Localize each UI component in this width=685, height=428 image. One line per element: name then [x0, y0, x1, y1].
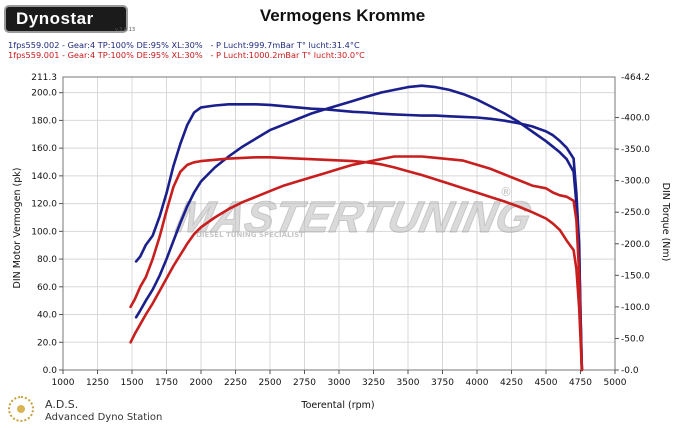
- y-tick-label: 160.0: [31, 144, 57, 154]
- y-tick-label: 0.0: [43, 366, 58, 376]
- watermark-tagline: DIESEL TUNING SPECIALIST: [196, 231, 304, 239]
- y-axis-label: DIN Motor Vermogen (pk): [12, 168, 23, 289]
- run-info-2: 1fps559.001 - Gear:4 TP:100% DE:95% XL:3…: [8, 50, 365, 60]
- x-tick-label: 4250: [500, 378, 523, 388]
- x-tick-label: 4000: [466, 378, 489, 388]
- y-tick-label: 40.0: [37, 311, 57, 321]
- y-top-label: 211.3: [31, 73, 57, 83]
- y2-tick-label: -100.0: [621, 303, 650, 313]
- y2-axis-label: DIN Torque (Nm): [660, 183, 671, 262]
- chart-title: Vermogens Kromme: [259, 6, 426, 25]
- run-info-1: 1fps559.002 - Gear:4 TP:100% DE:95% XL:3…: [8, 40, 360, 50]
- y-tick-label: 180.0: [31, 116, 57, 126]
- tick-labels: 1000 1250 1500 1750 2000 2250 2500 2750 3000 3250…: [31, 73, 650, 388]
- ads-subtitle: Advanced Dyno Station: [45, 412, 163, 423]
- run1-torque-line: [134, 103, 584, 372]
- y2-top-label: -464.2: [621, 73, 650, 83]
- ads-footer: A.D.S. Advanced Dyno Station: [8, 396, 208, 426]
- x-tick-label: 1250: [86, 378, 109, 388]
- ads-icon: [8, 396, 34, 422]
- y-tick-label: 100.0: [31, 227, 57, 237]
- x-axis-label: Toerental (rpm): [300, 400, 374, 411]
- x-tick-label: 2000: [190, 378, 213, 388]
- x-tick-label: 3750: [431, 378, 454, 388]
- x-tick-label: 2250: [224, 378, 247, 388]
- y-tick-label: 20.0: [37, 338, 57, 348]
- y2-tick-label: -300.0: [621, 177, 650, 187]
- x-tick-label: 1000: [52, 378, 75, 388]
- y-tick-label: 80.0: [37, 255, 57, 265]
- y2-tick-label: -0.0: [621, 366, 639, 376]
- watermark-main: MASTERTUNING: [172, 193, 536, 241]
- mastertuning-watermark: MASTERTUNING ® DIESEL TUNING SPECIALIST: [171, 185, 536, 242]
- y2-tick-label: -50.0: [621, 334, 645, 344]
- x-tick-label: 4500: [535, 378, 558, 388]
- y2-tick-label: -400.0: [621, 114, 650, 124]
- x-tick-label: 3000: [328, 378, 351, 388]
- y2-tick-label: -350.0: [621, 145, 650, 155]
- x-tick-label: 5000: [604, 378, 627, 388]
- x-tick-label: 2750: [293, 378, 316, 388]
- y2-tick-label: -150.0: [621, 271, 650, 281]
- run1-power-line: [134, 84, 584, 372]
- logo-text: Dynostar: [16, 9, 94, 28]
- y-tick-label: 200.0: [31, 89, 57, 99]
- x-tick-label: 4750: [569, 378, 592, 388]
- y-tick-label: 140.0: [31, 172, 57, 182]
- x-tick-label: 1500: [121, 378, 144, 388]
- run2-torque-line: [129, 156, 584, 372]
- logo-version: v.3.0.13: [115, 27, 136, 33]
- grid-lines: [62, 77, 616, 371]
- x-tick-label: 1750: [155, 378, 178, 388]
- y-tick-label: 120.0: [31, 200, 57, 210]
- y-tick-label: 60.0: [37, 283, 57, 293]
- series-lines: [129, 84, 584, 372]
- watermark-reg: ®: [500, 185, 512, 199]
- x-tick-label: 3250: [362, 378, 385, 388]
- dynostar-logo: Dynostar: [4, 5, 128, 33]
- ads-title: A.D.S.: [45, 398, 79, 411]
- y2-tick-label: -250.0: [621, 208, 650, 218]
- x-tick-label: 3500: [397, 378, 420, 388]
- axes: [59, 76, 619, 374]
- run2-power-line: [129, 155, 584, 372]
- logo-box: Dynostar: [4, 5, 128, 33]
- x-tick-label: 2500: [259, 378, 282, 388]
- y2-tick-label: -200.0: [621, 240, 650, 250]
